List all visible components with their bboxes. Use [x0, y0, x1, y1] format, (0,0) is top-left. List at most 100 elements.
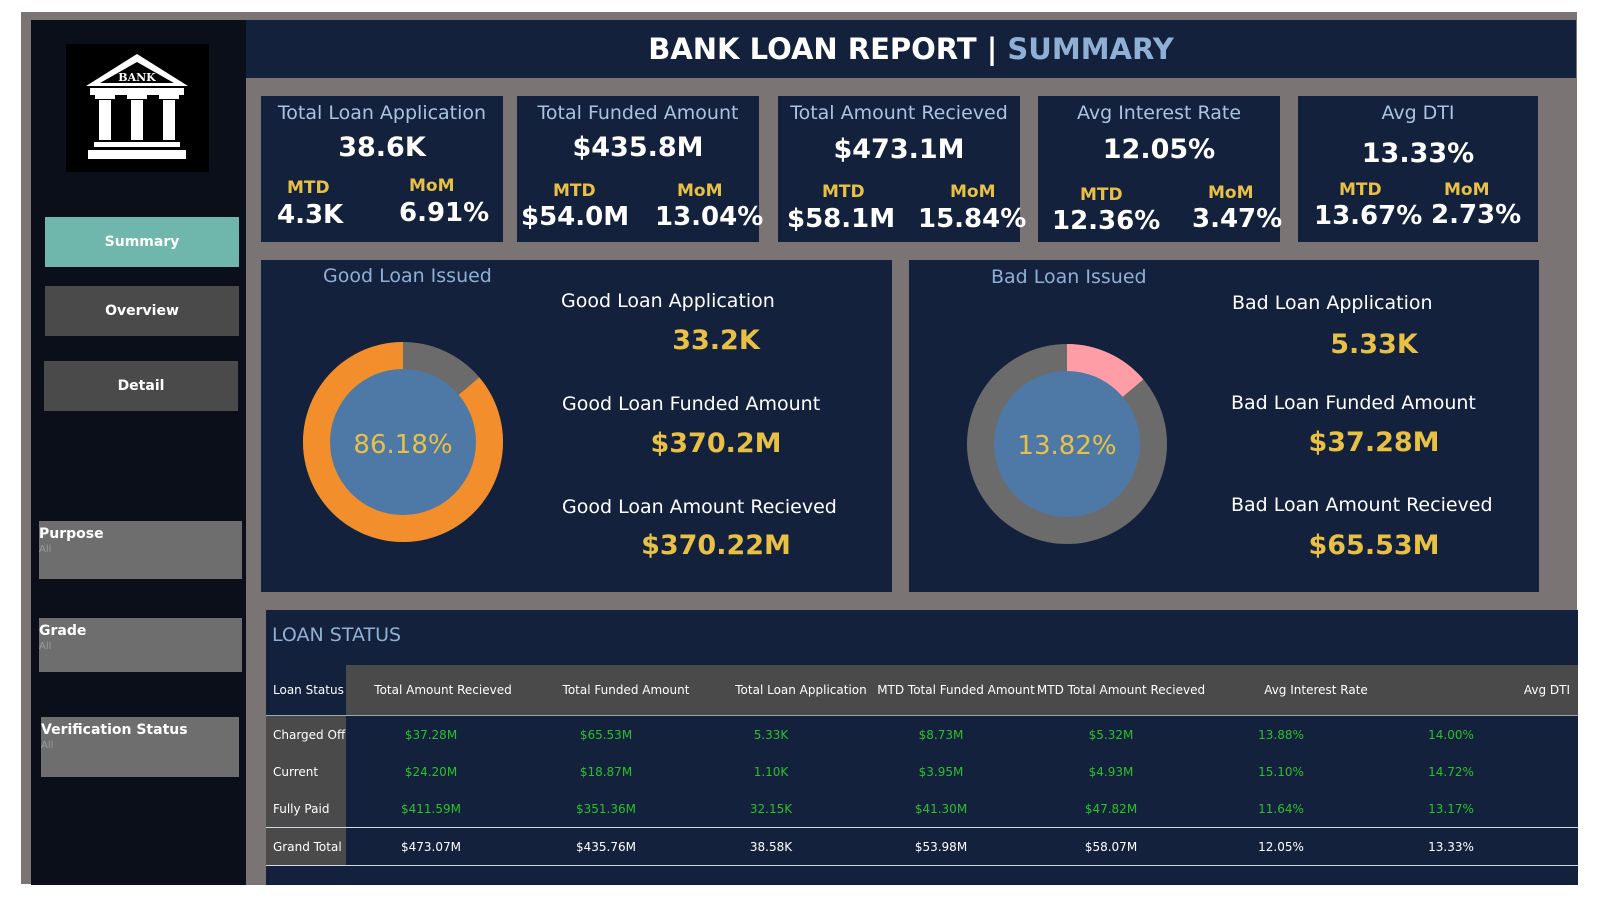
kpi-mtd-value: 13.67%: [1314, 201, 1423, 231]
kpi-value: $473.1M: [833, 134, 965, 165]
kpi-mtd-value: $58.1M: [787, 204, 896, 234]
bad-loan-received-value: $65.53M: [1308, 530, 1440, 561]
bad-loan-donut-center: [994, 371, 1140, 517]
kpi-title: Avg Interest Rate: [1076, 102, 1242, 124]
nav-summary-label: Summary: [104, 234, 180, 250]
good-loan-application-label: Good Loan Application: [561, 290, 775, 312]
filter-verification-label: Verification Status: [41, 722, 188, 738]
table-cell: $18.87M: [579, 764, 633, 779]
row-status-label: Grand Total: [266, 828, 346, 865]
kpi-mtd-value: 4.3K: [277, 200, 344, 230]
row-status-label: Current: [266, 753, 346, 790]
table-total-row: Grand Total $473.07M $435.76M 38.58K $53.98M…: [266, 827, 1578, 866]
column-header: MTD Total Amount Recieved: [1036, 683, 1206, 697]
table-cell: $473.07M: [401, 839, 461, 854]
filter-grade[interactable]: Grade All: [39, 618, 242, 672]
kpi-avg-dti: Avg DTI 13.33% MTD 13.67% MoM 2.73%: [1298, 96, 1538, 242]
row-status-label: Charged Off: [266, 716, 346, 753]
table-cell: $4.93M: [1088, 764, 1134, 779]
filter-purpose[interactable]: Purpose All: [39, 521, 242, 579]
table-cell: $41.30M: [914, 801, 968, 816]
table-cell: 14.00%: [1428, 727, 1474, 742]
bad-loan-funded-value: $37.28M: [1308, 427, 1440, 458]
nav-summary-button[interactable]: Summary: [45, 217, 239, 267]
nav-overview-button[interactable]: Overview: [45, 286, 239, 336]
filter-grade-value: All: [39, 641, 52, 652]
table-row: Charged Off $37.28M $65.53M 5.33K $8.73M $5.3…: [266, 716, 1578, 753]
column-header: Total Loan Application: [735, 683, 867, 697]
kpi-title: Total Loan Application: [277, 102, 487, 124]
loan-status-title: LOAN STATUS: [272, 624, 402, 646]
good-loan-panel: Good Loan Issued 86.18% Good Loan Applic…: [261, 260, 892, 592]
kpi-mtd-label: MTD: [1080, 185, 1123, 205]
good-loan-received-value: $370.22M: [641, 530, 791, 561]
table-cell: $53.98M: [914, 839, 968, 854]
bad-loan-received-label: Bad Loan Amount Recieved: [1231, 494, 1493, 516]
filter-verification-value: All: [41, 740, 54, 751]
kpi-mom-label: MoM: [1444, 180, 1490, 200]
kpi-mtd-value: $54.0M: [521, 202, 630, 232]
kpi-mtd-label: MTD: [553, 181, 596, 201]
svg-text:BANK: BANK: [118, 71, 156, 84]
kpi-title: Avg DTI: [1381, 102, 1455, 124]
kpi-mom-label: MoM: [1208, 183, 1254, 203]
bad-loan-panel: Bad Loan Issued 13.82% Bad Loan Applicat…: [909, 260, 1539, 592]
table-cell: 38.58K: [749, 839, 793, 854]
kpi-mtd-label: MTD: [287, 178, 330, 198]
table-cell: 1.10K: [753, 764, 789, 779]
table-cell: 14.72%: [1428, 764, 1474, 779]
table-cell: 15.10%: [1258, 764, 1304, 779]
kpi-title: Total Funded Amount: [537, 102, 739, 124]
good-loan-funded-label: Good Loan Funded Amount: [562, 393, 821, 415]
bank-icon: BANK: [86, 54, 188, 159]
table-cell: 13.17%: [1428, 801, 1474, 816]
column-header: Avg DTI: [1523, 683, 1570, 697]
good-loan-application-value: 33.2K: [672, 325, 760, 356]
kpi-mom-value: 15.84%: [918, 204, 1027, 234]
table-cell: 32.15K: [749, 801, 793, 816]
table-cell: $47.82M: [1084, 801, 1138, 816]
good-loan-donut-center: [330, 369, 476, 515]
bank-logo: BANK: [66, 44, 209, 172]
table-cell: $411.59M: [401, 801, 461, 816]
kpi-mom-label: MoM: [950, 182, 996, 202]
column-header: Loan Status: [266, 665, 346, 715]
table-row: Fully Paid $411.59M $351.36M 32.15K $41.30M $…: [266, 790, 1578, 827]
kpi-mtd-value: 12.36%: [1052, 206, 1161, 236]
nav-detail-button[interactable]: Detail: [44, 361, 238, 411]
table-cell: 12.05%: [1258, 839, 1304, 854]
page-subtitle: SUMMARY: [1007, 32, 1174, 66]
kpi-value: $435.8M: [572, 132, 704, 163]
column-header: MTD Total Funded Amount: [877, 683, 1035, 697]
kpi-mom-value: 13.04%: [655, 202, 764, 232]
table-row: Current $24.20M $18.87M 1.10K $3.95M $4.93M 15…: [266, 753, 1578, 790]
column-header: Total Funded Amount: [562, 683, 690, 697]
column-header: Avg Interest Rate: [1264, 683, 1368, 697]
row-status-label: Fully Paid: [266, 790, 346, 827]
kpi-total-amount-received: Total Amount Recieved $473.1M MTD $58.1M…: [778, 96, 1026, 242]
kpi-total-funded-amount: Total Funded Amount $435.8M MTD $54.0M M…: [517, 96, 763, 242]
kpi-mom-label: MoM: [409, 176, 455, 196]
kpi-value: 13.33%: [1361, 138, 1475, 169]
filter-purpose-value: All: [39, 544, 52, 555]
good-loan-received-label: Good Loan Amount Recieved: [562, 496, 837, 518]
nav-overview-label: Overview: [105, 303, 179, 319]
bad-loan-percent: 13.82%: [1017, 431, 1116, 461]
table-cell: $351.36M: [576, 801, 636, 816]
table-cell: $65.53M: [579, 727, 633, 742]
filter-verification-status[interactable]: Verification Status All: [41, 717, 239, 777]
bad-loan-application-value: 5.33K: [1330, 329, 1418, 360]
page-title: BANK LOAN REPORT: [648, 32, 977, 66]
nav-detail-label: Detail: [117, 378, 165, 394]
table-cell: $5.32M: [1088, 727, 1134, 742]
column-header: Total Amount Recieved: [374, 683, 512, 697]
kpi-value: 12.05%: [1102, 134, 1216, 165]
table-cell: 5.33K: [753, 727, 789, 742]
kpi-avg-interest-rate: Avg Interest Rate 12.05% MTD 12.36% MoM …: [1038, 96, 1282, 242]
kpi-mom-label: MoM: [677, 181, 723, 201]
kpi-total-loan-application: Total Loan Application 38.6K MTD 4.3K Mo…: [261, 96, 503, 242]
table-header-row: Loan Status Total Amount Recieved Total Fu…: [266, 665, 1578, 716]
good-loan-donut: 86.18%: [303, 342, 504, 542]
kpi-mom-value: 2.73%: [1431, 200, 1522, 230]
bad-loan-donut: 13.82%: [967, 344, 1167, 544]
